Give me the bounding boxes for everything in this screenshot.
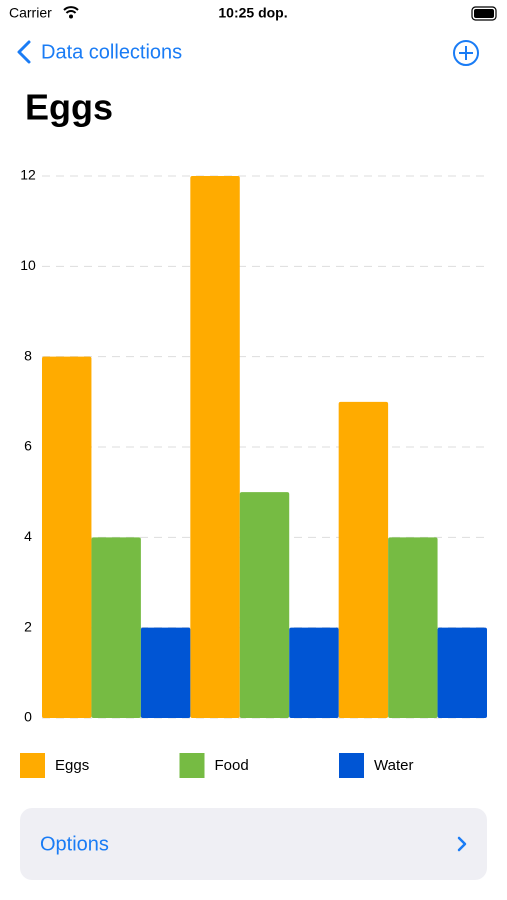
options-chevron[interactable] [457, 836, 467, 852]
bar [338, 401, 389, 718]
add-button[interactable] [453, 40, 479, 66]
options-background[interactable] [20, 808, 487, 880]
add-circle[interactable] [453, 40, 479, 66]
legend-label: Food [215, 757, 249, 774]
y-tick-label: 10 [20, 257, 36, 273]
add-plus[interactable] [459, 46, 473, 60]
legend-swatch [179, 753, 205, 778]
back-button[interactable]: Data collections [17, 40, 182, 64]
time: 10:25 dop. [218, 5, 287, 21]
bar [239, 492, 290, 718]
back-label[interactable]: Data collections [41, 41, 182, 63]
legend-label: Eggs [55, 757, 89, 774]
options-label[interactable]: Options [40, 833, 109, 855]
options-row[interactable]: Options [20, 808, 487, 880]
bar [91, 537, 141, 718]
y-tick-label: 0 [24, 709, 32, 725]
battery [471, 6, 497, 21]
wifi-icon [63, 6, 79, 14]
legend-swatch [339, 753, 364, 778]
y-tick-label: 6 [24, 438, 32, 454]
bar [140, 627, 191, 718]
wifi-dot [69, 14, 73, 19]
bar [388, 537, 438, 718]
bar [437, 627, 487, 718]
legend-swatch [20, 753, 45, 778]
bar [42, 356, 92, 718]
y-tick-label: 4 [24, 528, 32, 544]
battery-level [474, 9, 494, 18]
y-tick-label: 2 [24, 618, 32, 634]
bar [289, 627, 339, 718]
back-chevron[interactable] [17, 40, 31, 64]
carrier: Carrier [9, 5, 52, 21]
page-title: Eggs [25, 87, 113, 128]
bar [190, 176, 240, 718]
legend-label: Water [374, 757, 413, 774]
y-tick-label: 8 [24, 347, 32, 363]
y-tick-label: 12 [20, 167, 36, 183]
